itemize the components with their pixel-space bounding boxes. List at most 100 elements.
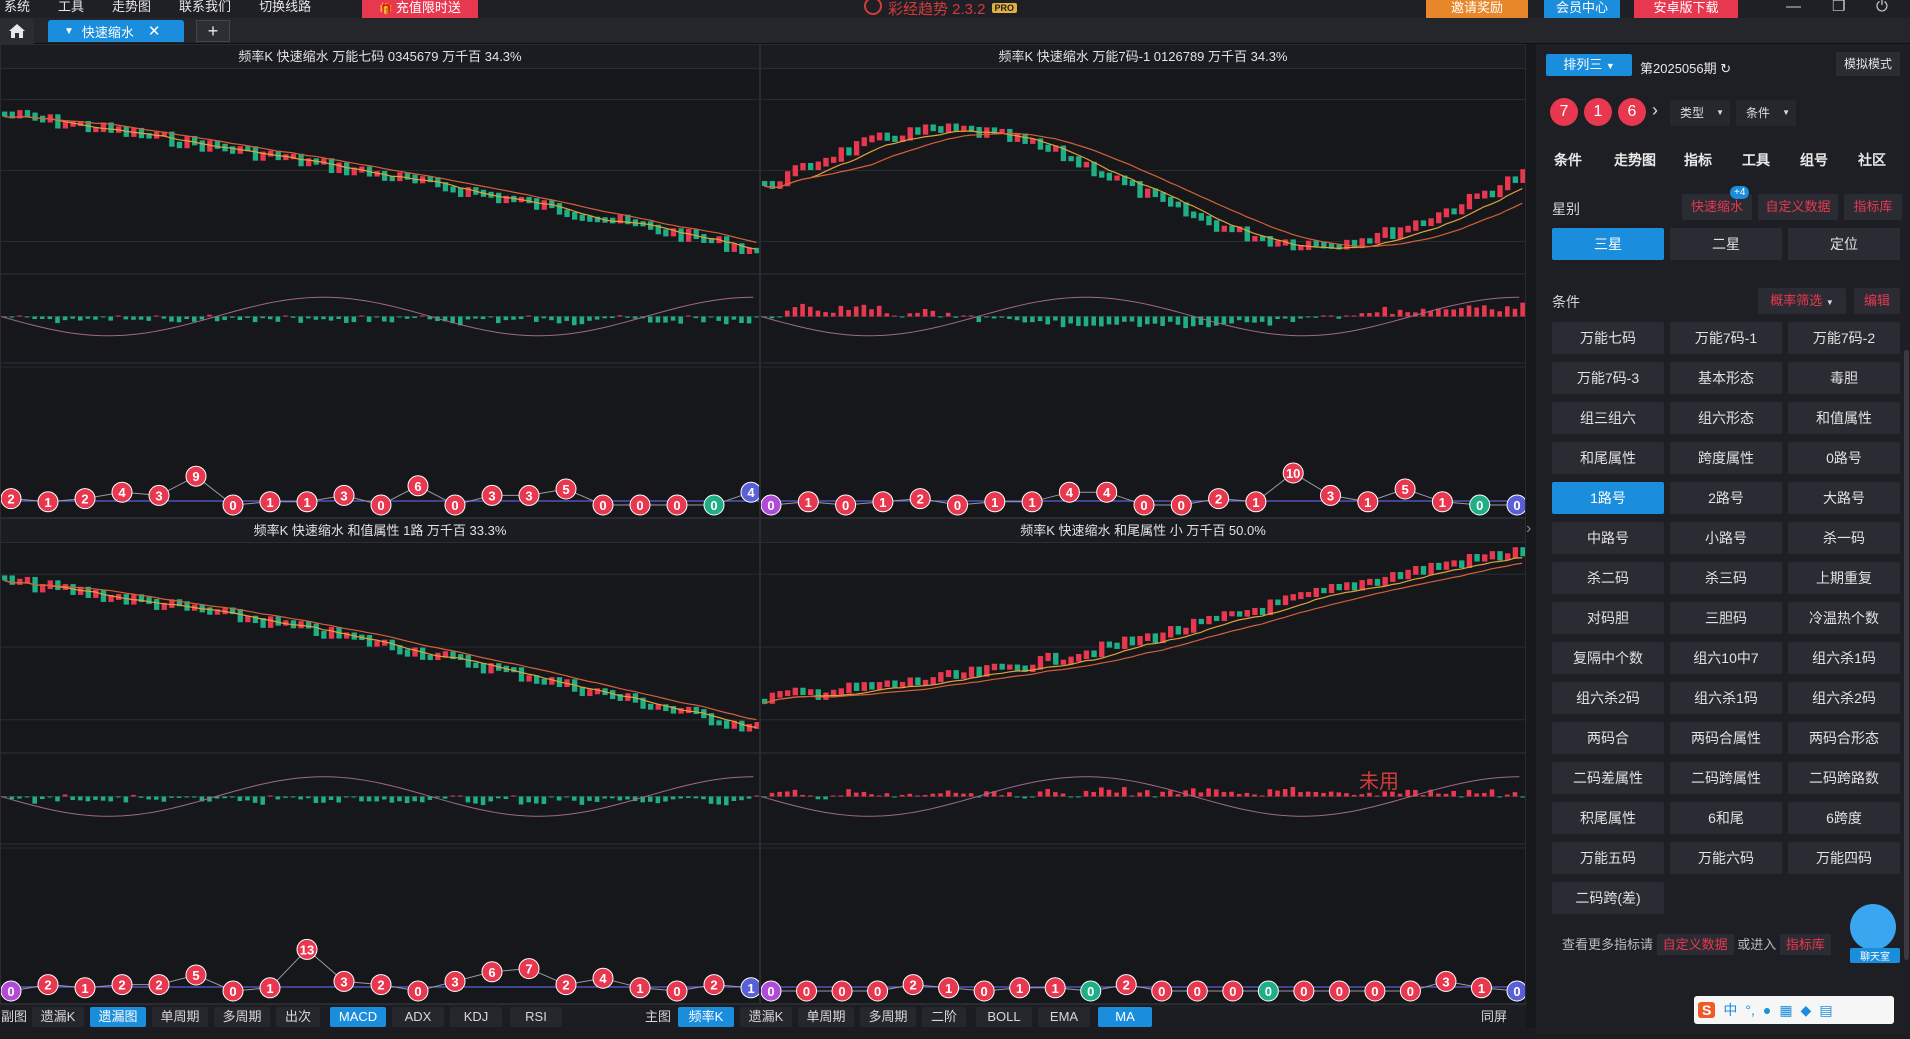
btn-macd[interactable]: MACD [330,1007,386,1027]
mock-mode-button[interactable]: 模拟模式 [1836,52,1900,76]
btn-second-order[interactable]: 二阶 [922,1007,966,1027]
btn-rsi[interactable]: RSI [510,1007,562,1027]
condition-button[interactable]: 和值属性 [1788,402,1900,434]
condition-button[interactable]: 组六杀1码 [1788,642,1900,674]
chart-canvas[interactable]: 2 1 2 4 3 9 0 1 1 3 0 6 0 3 3 5 0 0 0 0 4 [1,69,760,518]
add-tab-button[interactable]: + [196,20,230,42]
menu-item-tools[interactable]: 工具 [58,0,85,14]
btn-miss-k[interactable]: 遗漏K [32,1007,84,1027]
condition-button[interactable]: 两码合 [1552,722,1664,754]
link-custom-data[interactable]: 自定义数据 [1758,194,1838,220]
condition-button[interactable]: 组六杀2码 [1788,682,1900,714]
condition-button[interactable]: 二码跨路数 [1788,762,1900,794]
condition-button[interactable]: 三胆码 [1670,602,1782,634]
btn-multi-cycle-main[interactable]: 多周期 [860,1007,916,1027]
condition-button[interactable]: 跨度属性 [1670,442,1782,474]
condition-button[interactable]: 6跨度 [1788,802,1900,834]
edit-button[interactable]: 编辑 [1854,288,1900,314]
condition-button[interactable]: 组六10中7 [1670,642,1782,674]
condition-button[interactable]: 万能7码-3 [1552,362,1664,394]
condition-button[interactable]: 对码胆 [1552,602,1664,634]
chart-canvas[interactable]: 0 2 1 2 2 5 0 1 13 3 2 0 3 6 7 2 4 1 0 2 1 [1,543,760,1004]
menu-item-switch-line[interactable]: 切换线路 [259,0,312,14]
condition-button[interactable]: 组六形态 [1670,402,1782,434]
tab-quick-shrink[interactable]: ▼ 快速缩水 ✕ [48,20,184,42]
condition-button[interactable]: 二码跨属性 [1670,762,1782,794]
lottery-select[interactable]: 排列三 ▼ [1546,54,1632,76]
condition-button[interactable]: 两码合形态 [1788,722,1900,754]
condition-button[interactable]: 小路号 [1670,522,1782,554]
nav-tab-conditions[interactable]: 条件 [1554,152,1582,168]
condition-button[interactable]: 2路号 [1670,482,1782,514]
btn-freq-k[interactable]: 频率K [678,1007,734,1027]
nav-tab-tools[interactable]: 工具 [1742,152,1770,168]
chat-room-button[interactable]: 聊天室 [1850,904,1900,968]
condition-button[interactable]: 组六杀1码 [1670,682,1782,714]
chart-canvas[interactable]: 0 0 0 0 2 1 0 1 1 0 2 0 0 0 0 0 0 0 0 3 1 0 [761,543,1526,1004]
condition-button[interactable]: 中路号 [1552,522,1664,554]
menu-item-trend[interactable]: 走势图 [112,0,152,14]
nav-tab-indicators[interactable]: 指标 [1684,152,1712,168]
star-position[interactable]: 定位 [1788,228,1900,260]
chart-panel-1[interactable]: 频率K 快速缩水 万能七码 0345679 万千百 34.3% 2 1 2 4 3 9 0 1… [0,44,760,518]
btn-ma[interactable]: MA [1098,1007,1152,1027]
condition-button[interactable]: 冷温热个数 [1788,602,1900,634]
condition-button[interactable]: 万能五码 [1552,842,1664,874]
home-button[interactable] [0,18,34,44]
restore-icon[interactable]: ❐ [1832,0,1846,15]
link-indicator-lib[interactable]: 指标库 [1844,194,1902,220]
refresh-icon[interactable]: ↻ [1720,61,1732,76]
android-download-button[interactable]: 安卓版下载 [1634,0,1738,20]
close-icon[interactable]: ✕ [147,23,161,40]
condition-button[interactable]: 二码差属性 [1552,762,1664,794]
chevron-right-icon[interactable]: › [1526,520,1532,537]
minimize-icon[interactable]: — [1786,0,1801,15]
btn-kdj[interactable]: KDJ [450,1007,502,1027]
btn-miss-k-main[interactable]: 遗漏K [740,1007,792,1027]
chevron-right-icon[interactable]: › [1652,100,1658,120]
ime-toolbar[interactable]: S 中 °, ● ▦ ◆ ▤ [1694,996,1894,1024]
nav-tab-community[interactable]: 社区 [1858,152,1886,168]
nav-tab-trend[interactable]: 走势图 [1614,152,1656,168]
condition-button[interactable]: 基本形态 [1670,362,1782,394]
condition-dropdown[interactable]: 条件 ▼ [1736,100,1796,126]
star-three[interactable]: 三星 [1552,228,1664,260]
condition-button[interactable]: 万能七码 [1552,322,1664,354]
condition-button[interactable]: 万能六码 [1670,842,1782,874]
star-two[interactable]: 二星 [1670,228,1782,260]
condition-button[interactable]: 万能四码 [1788,842,1900,874]
sidebar-scrollbar[interactable] [1904,350,1909,960]
btn-multi-cycle[interactable]: 多周期 [214,1007,270,1027]
nav-tab-groups[interactable]: 组号 [1800,152,1828,168]
condition-button[interactable]: 组三组六 [1552,402,1664,434]
btn-single-cycle-main[interactable]: 单周期 [798,1007,854,1027]
condition-button[interactable]: 万能7码-1 [1670,322,1782,354]
condition-button[interactable]: 1路号 [1552,482,1664,514]
condition-button[interactable]: 两码合属性 [1670,722,1782,754]
btn-adx[interactable]: ADX [392,1007,444,1027]
recharge-button[interactable]: 🎁 充值限时送 [362,0,478,20]
btn-miss-chart[interactable]: 遗漏图 [90,1007,146,1027]
menu-item-contact[interactable]: 联系我们 [179,0,232,14]
condition-button[interactable]: 杀二码 [1552,562,1664,594]
condition-button[interactable]: 组六杀2码 [1552,682,1664,714]
condition-button[interactable]: 万能7码-2 [1788,322,1900,354]
btn-ema[interactable]: EMA [1038,1007,1090,1027]
condition-button[interactable]: 和尾属性 [1552,442,1664,474]
invite-button[interactable]: 邀请奖励 [1426,0,1528,20]
condition-button[interactable]: 积尾属性 [1552,802,1664,834]
btn-single-cycle[interactable]: 单周期 [152,1007,208,1027]
more-link-custom[interactable]: 自定义数据 [1656,934,1734,955]
condition-button[interactable]: 0路号 [1788,442,1900,474]
btn-boll[interactable]: BOLL [976,1007,1032,1027]
condition-button[interactable]: 杀一码 [1788,522,1900,554]
more-link-lib[interactable]: 指标库 [1779,934,1831,955]
menu-item-system[interactable]: 系统 [4,0,31,14]
condition-button[interactable]: 二码跨(差) [1552,882,1664,914]
condition-button[interactable]: 6和尾 [1670,802,1782,834]
condition-button[interactable]: 杀三码 [1670,562,1782,594]
chart-panel-3[interactable]: 频率K 快速缩水 和值属性 1路 万千百 33.3% 0 2 1 2 2 5 0 1 13 3 2 0… [0,518,760,1004]
